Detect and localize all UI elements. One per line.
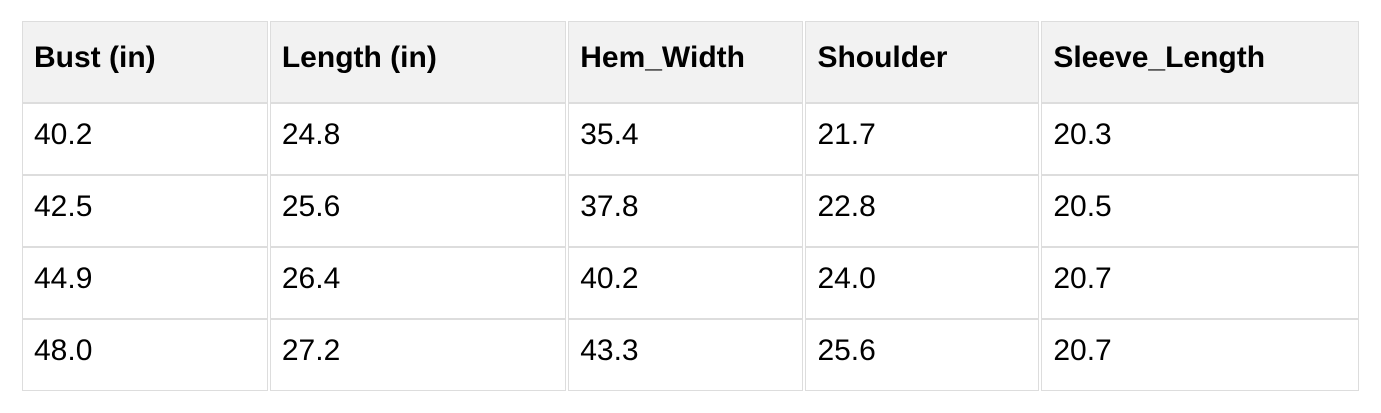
column-header-sleeve-length: Sleeve_Length (1041, 21, 1359, 103)
table-cell: 43.3 (568, 319, 804, 391)
table-cell: 27.2 (269, 319, 567, 391)
column-header-bust: Bust (in) (22, 21, 268, 103)
table-row: 44.9 26.4 40.2 24.0 20.7 (22, 247, 1359, 319)
table-cell: 24.0 (805, 247, 1040, 319)
table-cell: 26.4 (269, 247, 567, 319)
table-cell: 42.5 (22, 175, 268, 247)
table-cell: 48.0 (22, 319, 268, 391)
table-cell: 22.8 (805, 175, 1040, 247)
table-cell: 25.6 (805, 319, 1040, 391)
table-cell: 44.9 (22, 247, 268, 319)
table-cell: 25.6 (269, 175, 567, 247)
table-cell: 20.5 (1041, 175, 1359, 247)
table-row: 48.0 27.2 43.3 25.6 20.7 (22, 319, 1359, 391)
table-cell: 40.2 (22, 103, 268, 175)
table-cell: 20.7 (1041, 247, 1359, 319)
table-cell: 37.8 (568, 175, 804, 247)
table-cell: 24.8 (269, 103, 567, 175)
measurements-table: Bust (in) Length (in) Hem_Width Shoulder… (20, 21, 1361, 391)
table-cell: 20.3 (1041, 103, 1359, 175)
table-header: Bust (in) Length (in) Hem_Width Shoulder… (22, 21, 1359, 103)
table-header-row: Bust (in) Length (in) Hem_Width Shoulder… (22, 21, 1359, 103)
table-cell: 20.7 (1041, 319, 1359, 391)
table-cell: 21.7 (805, 103, 1040, 175)
table-cell: 40.2 (568, 247, 804, 319)
column-header-shoulder: Shoulder (805, 21, 1040, 103)
column-header-hem-width: Hem_Width (568, 21, 804, 103)
table-body: 40.2 24.8 35.4 21.7 20.3 42.5 25.6 37.8 … (22, 103, 1359, 391)
column-header-length: Length (in) (269, 21, 567, 103)
table-cell: 35.4 (568, 103, 804, 175)
table-row: 42.5 25.6 37.8 22.8 20.5 (22, 175, 1359, 247)
table-row: 40.2 24.8 35.4 21.7 20.3 (22, 103, 1359, 175)
